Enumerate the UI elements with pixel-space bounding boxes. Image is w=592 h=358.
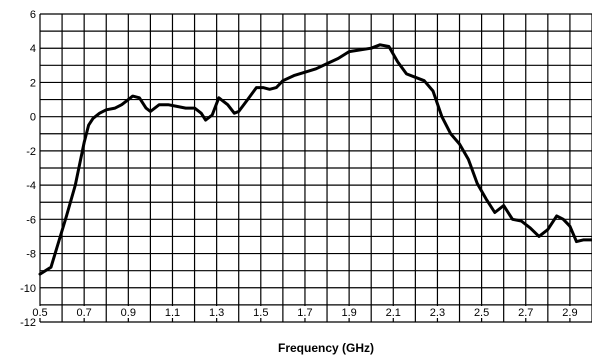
x-axis-label: Frequency (GHz): [278, 341, 374, 355]
x-tick-label: 2.9: [562, 307, 577, 319]
x-tick-label: 0.5: [32, 307, 47, 319]
x-tick-label-backing: [516, 306, 535, 318]
y-tick-label: -12: [20, 317, 36, 329]
x-tick-label: 0.7: [77, 307, 92, 319]
x-tick-label-backing: [384, 306, 403, 318]
x-tick-label: 1.7: [297, 307, 312, 319]
x-tick-label-backing: [163, 306, 182, 318]
x-tick-label-backing: [560, 306, 579, 318]
x-tick-label: 1.5: [253, 307, 268, 319]
x-tick-label-backing: [31, 306, 49, 318]
x-tick-label-backing: [295, 306, 314, 318]
y-tick-label: -8: [26, 249, 36, 261]
x-tick-label: 2.5: [474, 307, 489, 319]
y-tick-label: -4: [26, 180, 36, 192]
y-tick-label: 6: [30, 9, 36, 21]
series-line: [38, 43, 592, 276]
x-tick-label-backing: [428, 306, 447, 318]
x-tick-label-backing: [75, 306, 94, 318]
x-tick-label: 2.7: [518, 307, 533, 319]
x-tick-label: 1.3: [209, 307, 224, 319]
x-tick-label-backing: [472, 306, 491, 318]
x-tick-label: 1.9: [341, 307, 356, 319]
x-tick-label-backing: [251, 306, 270, 318]
y-tick-label: -2: [26, 146, 36, 158]
y-tick-label: -6: [26, 214, 36, 226]
x-tick-label: 1.1: [165, 307, 180, 319]
x-tick-label: 0.9: [121, 307, 136, 319]
x-tick-label-backing: [207, 306, 226, 318]
x-tick-label: 2.3: [430, 307, 445, 319]
y-axis-tick-labels: 6 4 2 0 -2 -4 -6 -8 -10 -12: [20, 9, 36, 329]
y-tick-label: 2: [30, 77, 36, 89]
y-tick-label: -10: [20, 283, 36, 295]
x-tick-label-backing: [119, 306, 138, 318]
chart-grid: [39, 13, 592, 323]
y-tick-label: 0: [30, 112, 36, 124]
x-axis-tick-labels: 0.5 0.7 0.9 1.1 1.3 1.5 1.7 1.9 2.1 2.3 2.5 2.7 2.9: [31, 306, 579, 319]
x-tick-label-backing: [340, 306, 359, 318]
y-tick-label: 4: [30, 43, 36, 55]
x-tick-label: 2.1: [386, 307, 401, 319]
